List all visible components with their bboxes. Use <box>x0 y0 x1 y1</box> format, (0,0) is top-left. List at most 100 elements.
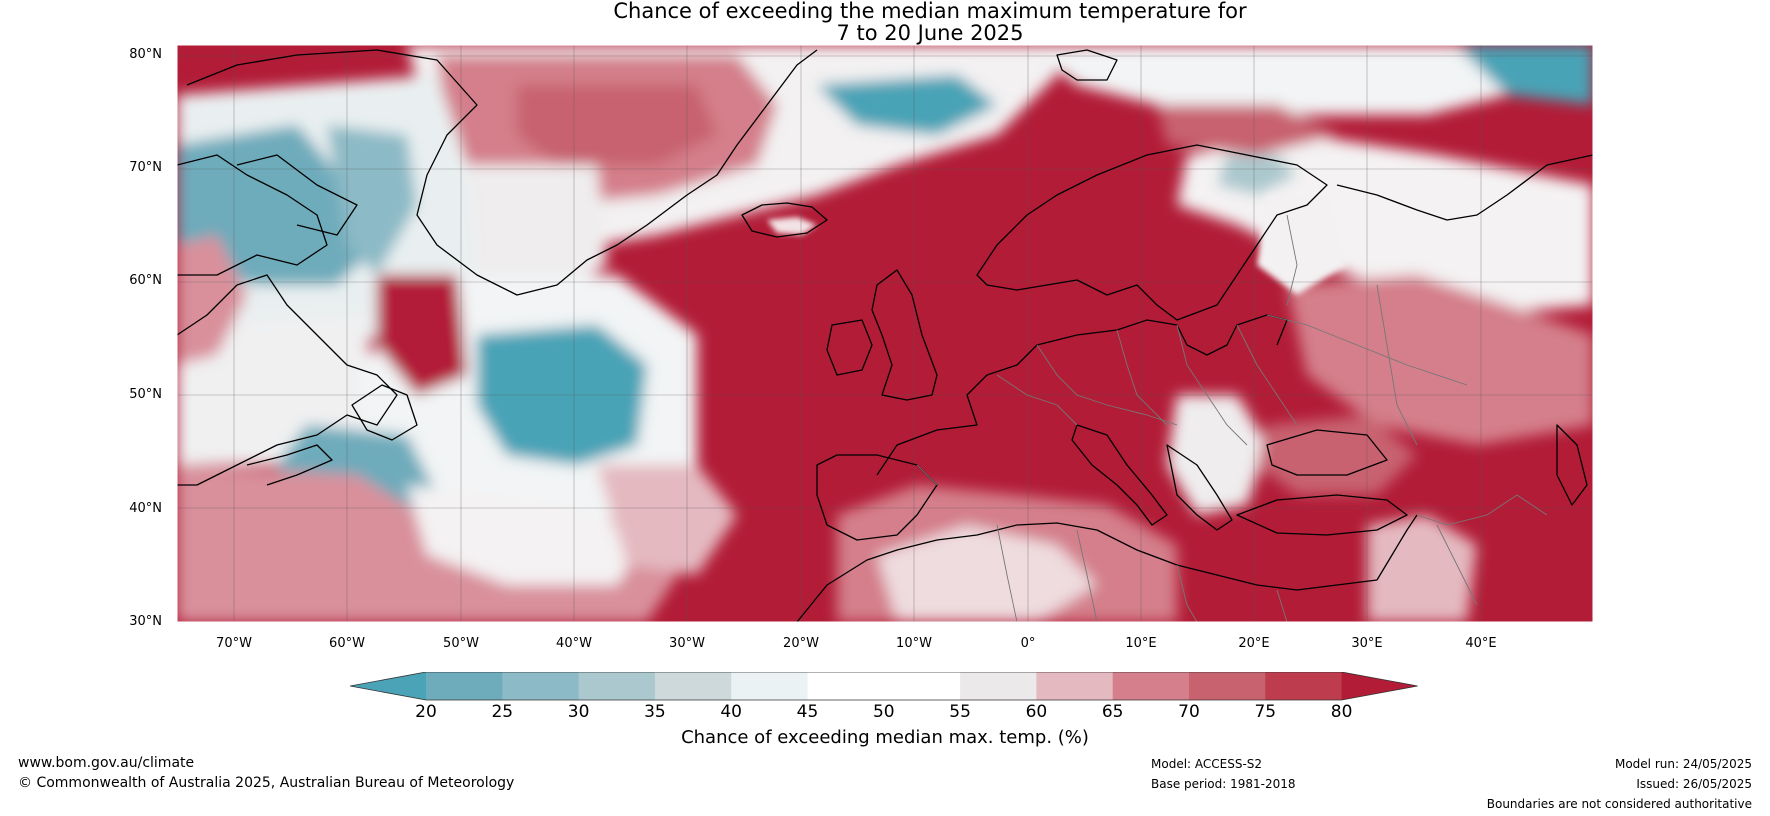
colorbar-tick-label: 30 <box>567 702 590 722</box>
lon-label-40e: 40°E <box>1465 636 1497 651</box>
coast-balkans-greece <box>1166 444 1233 531</box>
lon-label-60w: 60°W <box>329 636 365 651</box>
coast-baffin <box>177 154 328 276</box>
colorbar-segment <box>807 672 885 700</box>
field-mid-atlantic-pink <box>597 465 737 575</box>
field-greenland-redcore <box>517 85 717 165</box>
footer-base-period: Base period: 1981-2018 <box>1151 777 1296 791</box>
lon-label-50w: 50°W <box>443 636 479 651</box>
map-canvas <box>177 45 1593 622</box>
colorbar-segment <box>731 672 808 700</box>
colorbar-segment <box>502 672 580 700</box>
field-east-greenland-white <box>457 165 607 295</box>
coastlines <box>177 49 1593 622</box>
border-1 <box>996 374 1078 426</box>
field-north-africa-white <box>877 525 1097 622</box>
lon-label-30w: 30°W <box>669 636 705 651</box>
colorbar-segment <box>426 672 503 700</box>
footer-issued: Issued: 26/05/2025 <box>1636 777 1752 791</box>
colorbar-tick-label: 70 <box>1178 702 1200 722</box>
coast-labrador <box>177 274 398 486</box>
coast-baffin-east <box>236 154 358 236</box>
coast-great-britain <box>871 269 938 401</box>
lat-label-60n: 60°N <box>129 273 162 288</box>
field-labrador-pink <box>177 235 247 365</box>
border-2 <box>1036 344 1178 426</box>
coast-nova-scotia <box>246 444 333 486</box>
border-7 <box>1286 214 1298 306</box>
colorbar-segments <box>350 672 1418 701</box>
lat-label-40n: 40°N <box>129 501 162 516</box>
border-6 <box>1266 314 1468 386</box>
border-9 <box>916 464 938 486</box>
border-8 <box>1376 284 1418 446</box>
map-title: Chance of exceeding the median maximum t… <box>613 0 1247 23</box>
colorbar-extend-low <box>350 672 426 700</box>
lon-label-10e: 10°E <box>1125 636 1157 651</box>
probability-map <box>177 45 1593 622</box>
colorbar-tick-label: 75 <box>1254 702 1277 722</box>
lat-label-50n: 50°N <box>129 387 162 402</box>
border-3 <box>1116 329 1168 426</box>
colorbar <box>350 672 1418 701</box>
colorbar-segment <box>1036 672 1114 700</box>
field-barents-white <box>1027 45 1507 115</box>
lon-label-20e: 20°E <box>1238 636 1270 651</box>
field-eastern-europe-pink <box>1287 275 1593 445</box>
field-west-atlantic-white <box>407 485 647 585</box>
lon-label-70w: 70°W <box>216 636 252 651</box>
colorbar-segment <box>654 672 732 700</box>
field-barents-red <box>1157 105 1337 155</box>
footer-copyright: © Commonwealth of Australia 2025, Austra… <box>18 775 515 791</box>
lon-label-20w: 20°W <box>783 636 819 651</box>
lon-label-40w: 40°W <box>556 636 592 651</box>
colorbar-segment <box>960 672 1037 700</box>
field-balkans-white <box>1167 395 1267 515</box>
gridlines <box>177 45 1593 622</box>
lon-label-10w: 10°W <box>896 636 932 651</box>
field-kola-blue <box>1217 155 1297 195</box>
border-5 <box>1236 324 1298 426</box>
border-4 <box>1176 324 1248 446</box>
lon-label-0: 0° <box>1020 636 1036 651</box>
border-15 <box>1436 524 1478 606</box>
border-12 <box>1176 564 1198 622</box>
colorbar-outline <box>350 672 1418 701</box>
coast-greenland <box>186 49 818 296</box>
colorbar-tick-label: 40 <box>720 702 742 722</box>
footer-model: Model: ACCESS-S2 <box>1151 757 1263 771</box>
coast-italy <box>1071 424 1168 526</box>
lon-label-30e: 30°E <box>1351 636 1383 651</box>
footer-model-run: Model run: 24/05/2025 <box>1614 757 1752 771</box>
colorbar-segment <box>883 672 961 700</box>
field-baffin-blue2 <box>327 125 417 275</box>
coast-svalbard <box>1056 49 1118 81</box>
field-labrador-sea-red <box>377 275 467 395</box>
country-borders <box>916 214 1548 622</box>
lat-label-70n: 70°N <box>129 160 162 175</box>
lat-label-80n: 80°N <box>129 47 162 62</box>
border-10 <box>996 524 1018 622</box>
coast-caspian <box>1556 424 1588 506</box>
iceland-white-core <box>767 217 817 235</box>
colorbar-tick-label: 60 <box>1025 702 1048 722</box>
colorbar-tick-label: 35 <box>644 702 666 722</box>
colorbar-segment <box>1265 672 1343 700</box>
coast-levant <box>1376 514 1418 581</box>
colorbar-tick-label: 25 <box>491 702 514 722</box>
coast-ireland <box>826 319 873 376</box>
colorbar-segment <box>578 672 656 700</box>
coast-newfoundland <box>351 384 418 441</box>
field-barents-blue <box>817 75 997 135</box>
coast-turkey <box>1236 494 1408 536</box>
colorbar-tick-label: 80 <box>1330 702 1353 722</box>
map-subtitle-dates: 7 to 20 June 2025 <box>836 21 1024 45</box>
border-14 <box>1416 494 1548 526</box>
colorbar-tick-label: 45 <box>796 702 819 722</box>
coast-north-africa <box>796 522 1378 622</box>
border-11 <box>1076 529 1098 622</box>
colorbar-segment <box>1189 672 1266 700</box>
finland-white <box>1257 195 1347 295</box>
coast-iceland <box>741 202 828 238</box>
landmass-details <box>767 195 1347 295</box>
